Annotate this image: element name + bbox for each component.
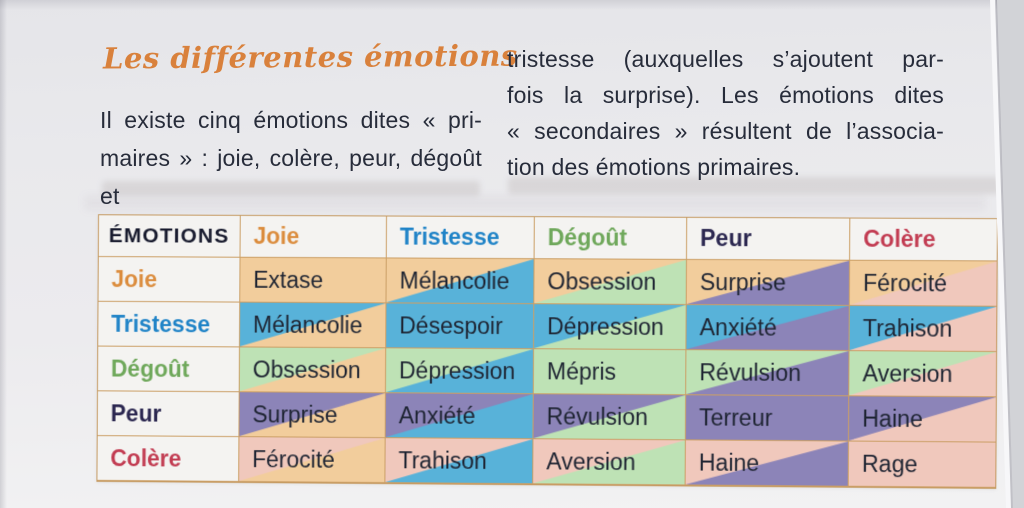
row-label-peur: Peur — [97, 391, 240, 438]
table-cell: Surprise — [686, 259, 851, 306]
cell-text: Aversion — [862, 359, 953, 387]
col-header-degout: Dégoût — [534, 217, 688, 260]
table-cell: Dépression — [534, 304, 687, 351]
table-cell: Aversion — [849, 351, 997, 398]
cell-text: Extase — [253, 266, 324, 293]
table-cell: Trahison — [385, 438, 534, 485]
cell-text: Anxiété — [699, 313, 777, 341]
cell-text: Trahison — [398, 446, 488, 474]
cell-text: Obsession — [252, 355, 361, 383]
col-header-tristesse: Tristesse — [386, 216, 535, 260]
bleed-through-text — [508, 177, 1000, 194]
photo-top-shadow — [0, 0, 1024, 10]
table-cell: Obsession — [239, 347, 387, 394]
table-cell: Révulsion — [686, 350, 850, 397]
table-cell: Mépris — [533, 349, 687, 396]
table-cell: Haine — [848, 396, 996, 443]
intro-line: tion des émotions primaires. — [507, 154, 801, 180]
cell-text: Mépris — [546, 357, 617, 385]
cell-text: Anxiété — [398, 401, 476, 429]
intro-left-paragraph: Il existe cinq émotions dites « pri- mai… — [100, 101, 482, 215]
cell-text: Désespoir — [399, 311, 503, 339]
cell-text: Haine — [862, 404, 924, 432]
table-cell: Terreur — [685, 395, 850, 442]
page-curvature-shadow — [85, 196, 985, 210]
row-label-tristesse: Tristesse — [98, 301, 241, 348]
intro-line: maires » : joie, colère, peur, dégoût et — [100, 145, 482, 209]
intro-line: fois la surprise). Les émotions dites — [507, 82, 944, 108]
emotions-table: ÉMOTIONS Joie Tristesse Dégoût Peur Colè… — [96, 214, 998, 489]
cell-text: Aversion — [546, 447, 636, 475]
cell-text: Mélancolie — [399, 266, 510, 294]
table-cell: Dépression — [385, 348, 535, 395]
table-cell: Mélancolie — [239, 302, 387, 349]
cell-text: Obsession — [547, 267, 657, 295]
table-cell: Férocité — [849, 260, 997, 307]
intro-line: tristesse (auxquelles s’ajoutent par- — [507, 46, 944, 72]
page-title: Les différentes émotions — [102, 38, 518, 76]
cell-text: Révulsion — [699, 358, 802, 386]
intro-line: « secondaires » résultent de l’associa- — [507, 118, 944, 144]
cell-text: Dépression — [398, 356, 516, 384]
table-cell: Surprise — [239, 392, 386, 439]
cell-text: Férocité — [252, 445, 335, 473]
cell-text: Terreur — [698, 403, 773, 431]
photo-left-shadow — [0, 0, 7, 508]
col-header-colere: Colère — [850, 218, 997, 262]
table-cell: Extase — [240, 257, 387, 304]
table-cell: Anxiété — [686, 305, 850, 352]
cell-text: Rage — [861, 450, 918, 477]
cell-text: Surprise — [699, 268, 787, 296]
cell-text: Dépression — [547, 312, 664, 340]
row-label-degout: Dégoût — [97, 346, 240, 393]
table-cell: Révulsion — [533, 394, 687, 441]
table-cell: Désespoir — [386, 303, 535, 350]
table-cell: Férocité — [239, 437, 386, 484]
table-cell: Mélancolie — [386, 258, 535, 305]
cell-text: Révulsion — [546, 402, 648, 430]
table-cell: Trahison — [849, 305, 997, 353]
cell-text: Férocité — [862, 269, 948, 296]
row-label-colere: Colère — [97, 436, 240, 482]
cell-text: Haine — [698, 448, 760, 476]
table-cell: Anxiété — [385, 393, 534, 440]
table-cell: Rage — [848, 441, 996, 488]
table-cell: Obsession — [534, 259, 687, 306]
intro-line: Il existe cinq émotions dites « pri- — [100, 107, 482, 133]
bleed-through-text — [102, 181, 480, 196]
table-cell: Aversion — [533, 439, 686, 486]
table-cell: Haine — [685, 440, 849, 487]
col-header-joie: Joie — [240, 215, 388, 259]
cell-text: Trahison — [862, 314, 953, 342]
corner-header-emotions: ÉMOTIONS — [98, 215, 241, 258]
cell-text: Mélancolie — [252, 311, 363, 338]
intro-right-paragraph: tristesse (auxquelles s’ajoutent par- fo… — [507, 41, 944, 185]
col-header-peur: Peur — [686, 217, 851, 261]
row-label-joie: Joie — [98, 257, 241, 303]
cell-text: Surprise — [252, 400, 338, 428]
